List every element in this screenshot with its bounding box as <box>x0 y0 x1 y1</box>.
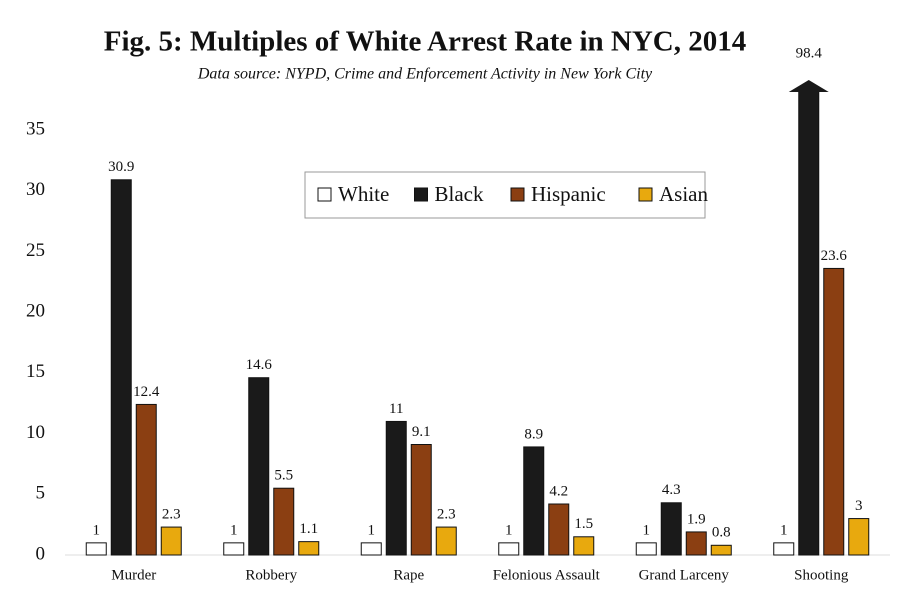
value-label: 3 <box>855 498 863 514</box>
y-tick-label: 25 <box>26 240 45 261</box>
x-tick-label: Shooting <box>794 567 849 583</box>
x-tick-label: Murder <box>111 567 156 583</box>
value-label: 4.2 <box>549 483 568 499</box>
value-label: 14.6 <box>246 357 273 373</box>
bar <box>798 92 820 556</box>
bar <box>685 531 707 556</box>
value-label: 4.3 <box>662 482 681 498</box>
value-label: 1 <box>368 522 376 538</box>
y-tick-label: 5 <box>36 483 46 504</box>
x-tick-label: Robbery <box>245 567 297 583</box>
legend-swatch <box>638 187 653 202</box>
value-label: 30.9 <box>108 159 134 175</box>
bar <box>710 544 732 556</box>
value-label: 11 <box>389 401 403 417</box>
value-label: 1 <box>643 522 651 538</box>
x-tick-label: Rape <box>393 567 424 583</box>
bar <box>848 518 870 556</box>
x-tick-label: Felonious Assault <box>493 567 601 583</box>
bar <box>385 420 407 556</box>
y-tick-label: 30 <box>26 179 45 200</box>
bar <box>135 403 157 556</box>
bar <box>110 179 132 556</box>
value-label: 1 <box>93 522 101 538</box>
y-tick-label: 20 <box>26 301 45 322</box>
bar <box>498 542 520 556</box>
legend-label: Hispanic <box>531 182 606 206</box>
legend-label: White <box>338 182 389 206</box>
value-label: 9.1 <box>412 424 431 440</box>
bar <box>773 542 795 556</box>
legend-box <box>304 171 706 219</box>
bar <box>160 526 182 556</box>
value-label: 1.1 <box>299 521 318 537</box>
bar <box>435 526 457 556</box>
value-label: 2.3 <box>437 507 456 523</box>
bar <box>823 267 845 556</box>
bar <box>223 542 245 556</box>
value-label: 1 <box>505 522 513 538</box>
bar <box>248 377 270 556</box>
legend-label: Black <box>435 182 484 206</box>
bar <box>635 542 657 556</box>
bar <box>410 444 432 556</box>
value-label: 1.9 <box>687 511 706 527</box>
legend-swatch <box>510 187 525 202</box>
value-label: 98.4 <box>796 45 823 61</box>
value-label: 1 <box>230 522 238 538</box>
chart-subtitle: Data source: NYPD, Crime and Enforcement… <box>197 66 653 83</box>
value-label: 12.4 <box>133 384 160 400</box>
value-label: 2.3 <box>162 507 181 523</box>
value-label: 23.6 <box>821 248 848 264</box>
bar <box>523 446 545 556</box>
legend-swatch <box>317 187 332 202</box>
y-tick-label: 0 <box>36 543 46 564</box>
value-label: 0.8 <box>712 525 731 541</box>
y-tick-label: 15 <box>26 361 45 382</box>
y-tick-label: 10 <box>26 422 45 443</box>
bar <box>273 487 295 556</box>
value-label: 5.5 <box>274 468 293 484</box>
value-label: 1 <box>780 522 788 538</box>
legend-label: Asian <box>659 182 708 206</box>
bar <box>298 541 320 556</box>
bar <box>660 502 682 556</box>
bar <box>548 503 570 556</box>
bar <box>573 536 595 556</box>
legend-swatch <box>414 187 428 202</box>
x-tick-label: Grand Larceny <box>639 567 730 583</box>
bar <box>85 542 107 556</box>
chart-title: Fig. 5: Multiples of White Arrest Rate i… <box>104 26 747 58</box>
value-label: 8.9 <box>524 426 543 442</box>
value-label: 1.5 <box>574 516 593 532</box>
overflow-arrow <box>788 80 829 92</box>
bar <box>360 542 382 556</box>
y-tick-label: 35 <box>26 118 45 139</box>
bars <box>85 92 870 556</box>
